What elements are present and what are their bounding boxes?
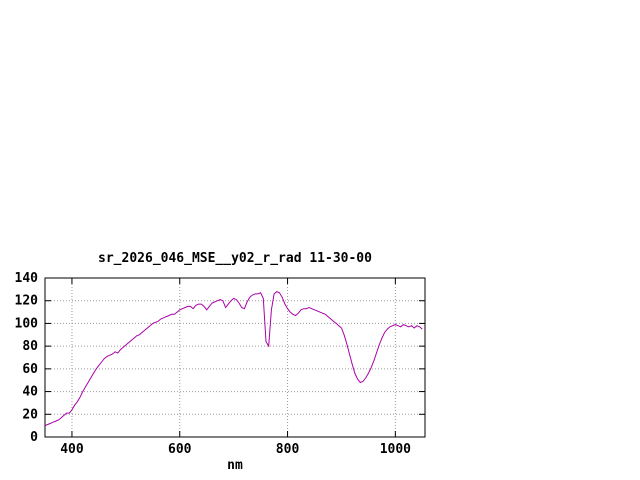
- y-tick-label: 60: [22, 362, 38, 377]
- x-tick-label: 1000: [380, 442, 411, 457]
- y-tick-label: 40: [22, 385, 38, 400]
- y-tick-label: 120: [15, 294, 39, 309]
- y-tick-label: 100: [15, 316, 39, 331]
- spectral-data-line: [44, 291, 423, 427]
- x-tick-label: 800: [276, 442, 300, 457]
- y-tick-label: 20: [22, 407, 38, 422]
- y-tick-label: 140: [15, 271, 39, 286]
- y-tick-label: 80: [22, 339, 38, 354]
- x-tick-label: 400: [60, 442, 84, 457]
- chart-title: sr_2026_046_MSE__y02_r_rad 11-30-00: [98, 251, 372, 266]
- plot-border: [44, 277, 426, 438]
- x-axis-label: nm: [227, 458, 243, 473]
- y-tick-label: 0: [30, 430, 38, 445]
- x-tick-label: 600: [168, 442, 192, 457]
